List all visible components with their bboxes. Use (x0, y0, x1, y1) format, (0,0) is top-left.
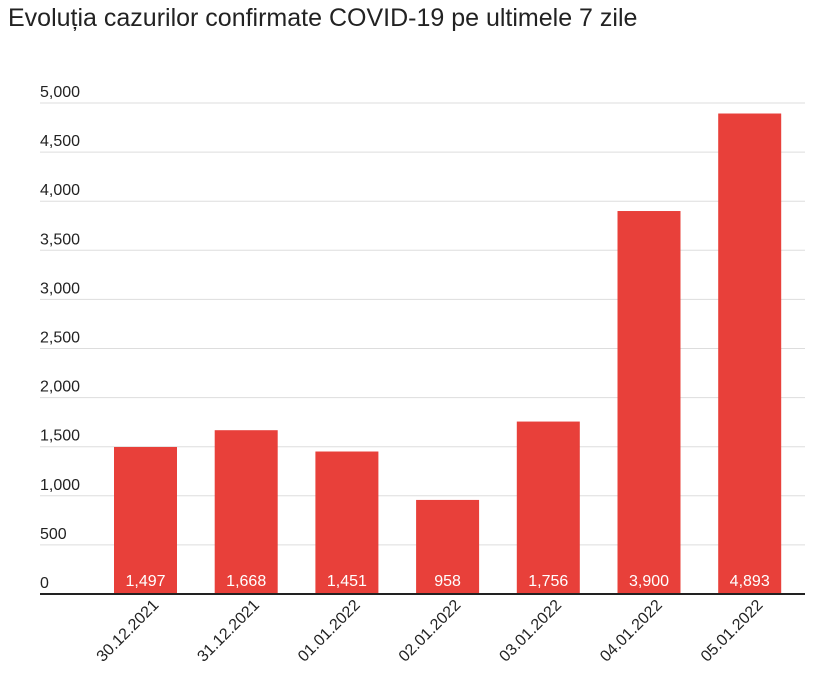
y-tick-label: 4,000 (40, 182, 80, 199)
data-label: 1,756 (528, 573, 568, 590)
x-tick-label: 01.01.2022 (295, 597, 364, 666)
data-label: 4,893 (730, 573, 770, 590)
x-tick-label: 30.12.2021 (94, 597, 163, 666)
bar (617, 211, 681, 594)
bar (214, 430, 278, 594)
bar (718, 113, 782, 595)
y-tick-label: 4,500 (40, 133, 80, 150)
y-tick-label: 5,000 (40, 84, 80, 101)
y-tick-label: 3,500 (40, 231, 80, 248)
data-label: 1,668 (226, 573, 266, 590)
y-tick-label: 3,000 (40, 280, 80, 297)
y-tick-label: 1,000 (40, 477, 80, 494)
bar (516, 421, 580, 594)
x-axis-ticks: 30.12.2021 31.12.2021 01.01.2022 02.01.2022… (94, 597, 767, 666)
x-tick-label: 31.12.2021 (194, 597, 263, 666)
x-tick-label: 02.01.2022 (396, 597, 465, 666)
y-tick-label: 0 (40, 575, 49, 592)
bar (114, 446, 177, 594)
y-tick-label: 500 (40, 526, 67, 543)
data-label: 1,497 (125, 573, 165, 590)
x-tick-label: 04.01.2022 (597, 597, 666, 666)
data-label: 958 (434, 573, 461, 590)
data-labels: 1,497 1,668 1,451 958 1,756 3,900 4,893 (125, 573, 769, 590)
x-tick-label: 03.01.2022 (496, 597, 565, 666)
bar (416, 499, 480, 594)
y-tick-label: 2,000 (40, 379, 80, 396)
y-tick-label: 1,500 (40, 428, 80, 445)
x-tick-label: 05.01.2022 (698, 597, 767, 666)
bar (315, 451, 379, 594)
chart-title: Evoluția cazurilor confirmate COVID-19 p… (8, 4, 638, 32)
bars (114, 113, 782, 595)
data-label: 1,451 (327, 573, 367, 590)
y-tick-label: 2,500 (40, 330, 80, 347)
y-axis-ticks: 0 500 1,000 1,500 2,000 2,500 3,000 3,500 4,000 4… (40, 84, 80, 592)
data-label: 3,900 (629, 573, 669, 590)
